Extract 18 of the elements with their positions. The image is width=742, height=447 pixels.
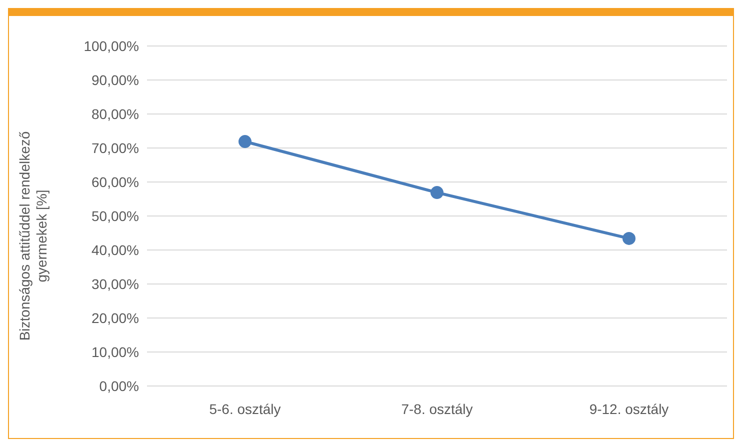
y-tick-label: 80,00%	[92, 106, 139, 122]
y-axis-title: Biztonságos attitűddel rendelkező gyermekek [%]	[16, 131, 50, 341]
y-tick-label: 10,00%	[92, 344, 139, 360]
x-tick-label: 9-12. osztály	[589, 400, 669, 417]
x-tick-label: 7-8. osztály	[401, 400, 473, 417]
y-tick-label: 30,00%	[92, 276, 139, 292]
point	[622, 232, 636, 245]
y-tick-label: 60,00%	[92, 174, 139, 190]
y-tick-label: 20,00%	[92, 310, 139, 326]
y-tick-label: 0,00%	[99, 378, 139, 394]
y-tick-label: 100,00%	[84, 38, 139, 54]
y-tick-label: 90,00%	[92, 72, 139, 88]
y-tick-label: 50,00%	[92, 208, 139, 224]
point	[238, 135, 252, 148]
x-tick-label: 5-6. osztály	[209, 400, 281, 417]
y-tick-label: 70,00%	[92, 140, 139, 156]
y-tick-label: 40,00%	[92, 242, 139, 258]
point	[430, 186, 444, 200]
